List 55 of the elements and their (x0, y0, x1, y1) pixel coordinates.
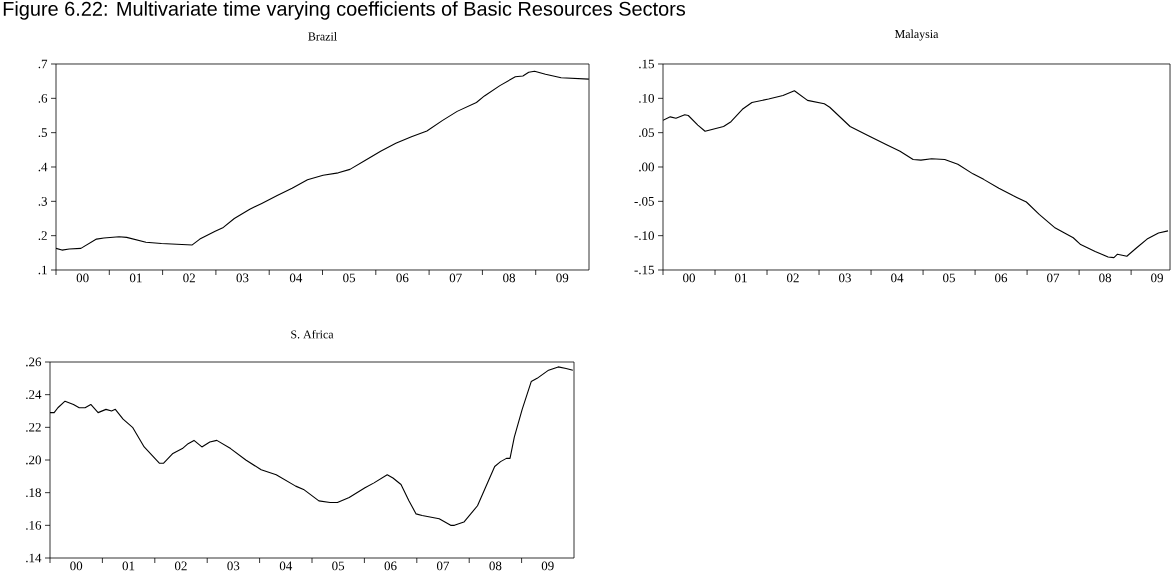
x-tick-label: 07 (449, 273, 462, 283)
y-tick-label: .00 (639, 162, 655, 172)
x-tick-label: 08 (503, 273, 516, 283)
x-tick-label: 09 (1151, 273, 1163, 283)
x-tick-label: 09 (541, 561, 554, 571)
x-tick-label: 08 (489, 561, 502, 571)
y-tick-label: -.10 (634, 231, 655, 241)
y-tick-label: .7 (38, 59, 48, 69)
y-tick-label: .22 (26, 422, 41, 432)
x-tick-label: 00 (70, 561, 83, 571)
x-tick-label: 01 (734, 273, 747, 283)
x-tick-label: 07 (436, 561, 450, 571)
x-tick-label: 05 (943, 273, 955, 283)
y-tick-label: .16 (26, 520, 42, 530)
x-tick-label: 08 (1099, 273, 1112, 283)
y-tick-label: .14 (26, 553, 42, 563)
caption: Figure 6.22: Multivariate time varying coefficients of Basic Resources Sectors (3, 1, 686, 20)
x-tick-label: 02 (786, 273, 799, 283)
x-tick-label: 05 (343, 273, 356, 283)
x-tick-label: 03 (227, 561, 240, 571)
y-tick-label: .20 (26, 455, 41, 465)
y-tick-label: .26 (26, 357, 42, 367)
x-tick-label: 04 (289, 273, 303, 283)
y-tick-label: -.15 (634, 265, 654, 275)
chart-title: Malaysia (894, 29, 939, 41)
y-tick-label: .4 (38, 162, 48, 172)
y-tick-label: .1 (38, 265, 47, 275)
x-tick-label: 00 (683, 273, 695, 283)
y-tick-label: .18 (26, 488, 41, 498)
x-tick-label: 06 (396, 273, 409, 283)
y-tick-label: .6 (38, 93, 48, 103)
x-tick-label: 07 (1047, 273, 1060, 283)
y-tick-label: -.05 (634, 196, 654, 206)
x-tick-label: 05 (332, 561, 345, 571)
x-tick-label: 03 (839, 273, 851, 283)
x-tick-label: 04 (279, 561, 293, 571)
x-tick-label: 02 (183, 273, 195, 283)
x-tick-label: 06 (384, 561, 397, 571)
y-tick-label: .24 (26, 390, 42, 400)
x-tick-label: 04 (891, 273, 904, 283)
x-tick-label: 09 (556, 273, 569, 283)
y-tick-label: .10 (639, 93, 655, 103)
y-tick-label: .05 (639, 128, 654, 138)
y-tick-label: .5 (38, 128, 47, 137)
x-tick-label: 00 (76, 273, 89, 283)
x-tick-label: 03 (236, 273, 249, 283)
x-tick-label: 01 (129, 273, 142, 283)
y-tick-label: .15 (639, 59, 654, 69)
y-tick-label: .2 (38, 231, 47, 241)
chart-title: Brazil (308, 32, 337, 41)
chart-title: S. Africa (291, 329, 334, 339)
x-tick-label: 06 (995, 273, 1008, 283)
x-tick-label: 01 (122, 561, 135, 571)
x-tick-label: 02 (174, 561, 187, 571)
y-tick-label: .3 (38, 196, 47, 206)
